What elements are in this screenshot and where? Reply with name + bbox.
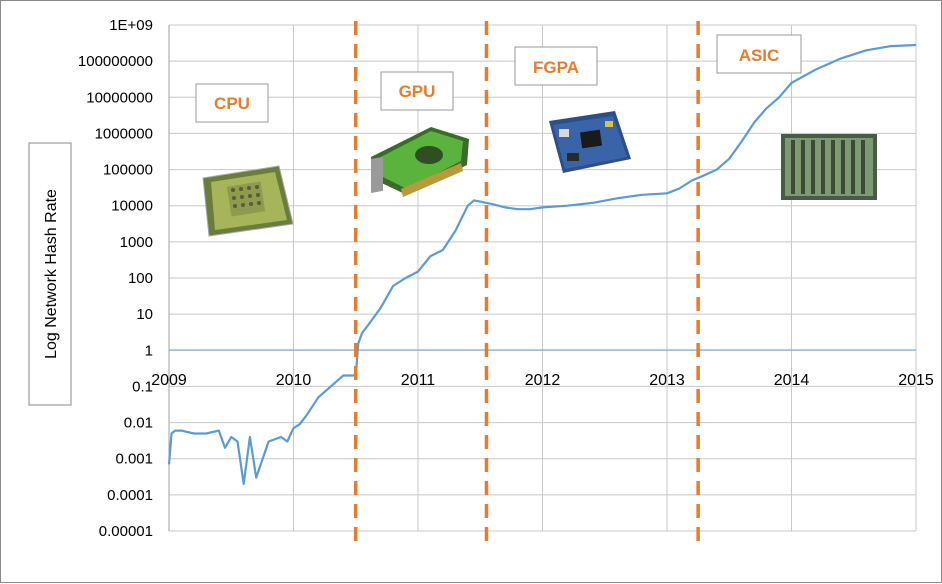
y-tick-label: 0.0001 [107, 487, 153, 504]
x-tick-label: 2009 [151, 372, 187, 389]
series-group [167, 43, 917, 486]
y-tick-label: 1 [145, 342, 153, 359]
gpu-card-image [371, 127, 469, 197]
x-tick-label: 2014 [774, 372, 810, 389]
y-tick-label: 0.01 [124, 415, 153, 432]
svg-text:ASIC: ASIC [739, 46, 780, 65]
y-tick-label: 1E+09 [109, 17, 153, 34]
cpu-chip-image [202, 165, 294, 237]
y-tick-label: 100000 [103, 162, 153, 179]
y-axis-label: Log Network Hash Rate [43, 189, 60, 359]
svg-text:FGPA: FGPA [533, 58, 579, 77]
era-label-cpu: CPU [195, 83, 269, 123]
y-tick-label: 10000000 [86, 89, 153, 106]
x-tick-label: 2013 [649, 372, 685, 389]
hash-rate-series-line [167, 43, 917, 486]
y-tick-label: 1000000 [95, 125, 153, 142]
grid-lines [168, 24, 917, 532]
y-tick-label: 10000 [111, 198, 153, 215]
x-tick-label: 2011 [401, 372, 436, 389]
x-tick-label: 2012 [525, 372, 561, 389]
y-tick-label: 100000000 [78, 53, 153, 70]
fpga-board-image [549, 111, 631, 173]
svg-text:CPU: CPU [214, 94, 250, 113]
y-tick-label: 0.00001 [99, 523, 153, 540]
x-tick-label: 2015 [898, 372, 934, 389]
y-tick-label: 100 [128, 270, 153, 287]
y-tick-label: 0.001 [115, 451, 153, 468]
y-axis-label-box [28, 142, 72, 406]
asic-rack-image [781, 134, 877, 200]
era-dividers [354, 21, 700, 543]
y-axis-tick-labels: 1E+0910000000010000000100000010000010000… [78, 17, 153, 540]
era-label-fpga: FGPA [514, 46, 598, 86]
era-label-asic: ASIC [716, 34, 802, 74]
svg-text:GPU: GPU [399, 82, 436, 101]
era-label-gpu: GPU [380, 71, 454, 111]
y-tick-label: 10 [136, 306, 153, 323]
x-tick-label: 2010 [276, 372, 312, 389]
x-axis-tick-labels: 2009 2010 2011 2012 2013 2014 2015 [151, 372, 934, 389]
y-tick-label: 1000 [120, 234, 153, 251]
y-tick-label: 0.1 [132, 378, 153, 395]
